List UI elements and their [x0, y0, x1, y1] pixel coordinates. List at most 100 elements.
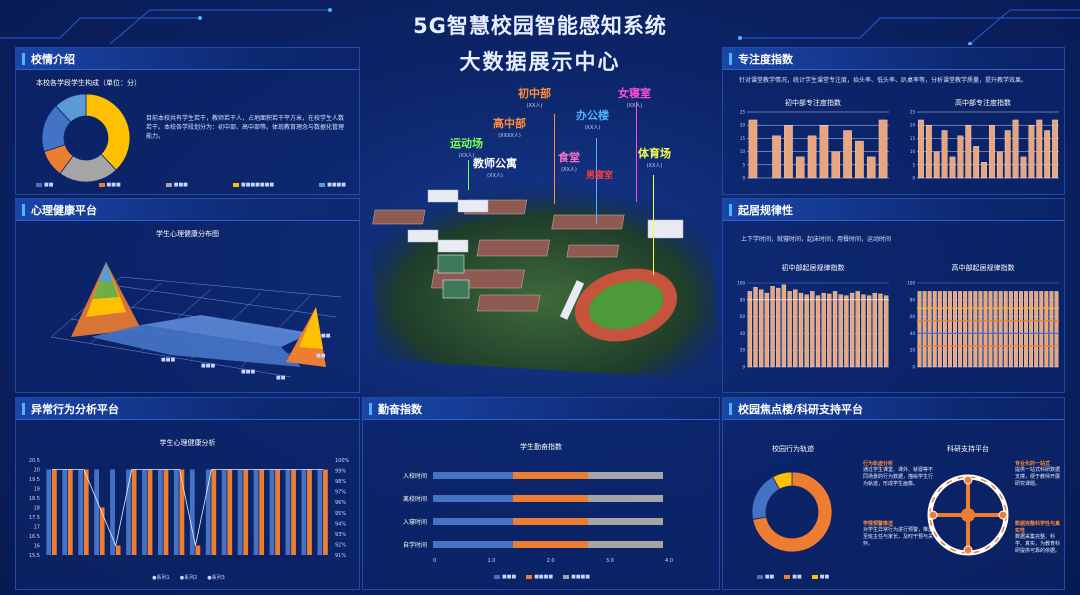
label-boys-dorm[interactable]: 男寝室 — [586, 171, 614, 181]
series-line — [51, 469, 324, 547]
bar — [291, 469, 296, 555]
label-sports-field[interactable]: 运动场 (XX人) — [450, 137, 483, 160]
bar — [872, 292, 877, 368]
bar — [1020, 156, 1027, 179]
panel-abnormal-header: 异常行为分析平台 — [16, 398, 359, 420]
tick-label: 94% — [335, 521, 346, 527]
panel-focus: 专注度指数 针对课堂教学情况，统计学生课堂专注度，抬头率、低头率、趴桌率等，分析… — [722, 47, 1065, 195]
tick-label: 92% — [335, 542, 346, 548]
bar — [189, 469, 195, 555]
bar — [1034, 291, 1039, 368]
bar — [918, 119, 924, 179]
panel-diligence: 勤奋指数 学生勤奋指数 入校时间 离校时间 入寝时间 自学时间 0 1.0 2.0 3… — [362, 397, 720, 590]
tick-label: 19.5 — [29, 477, 40, 483]
campus-aerial-map[interactable]: 初中部 (XX人) 高中部 (XXXX人) 办公楼 (XX人) 女寝室 (XX人) 运动… — [368, 80, 720, 390]
label-senior-high[interactable]: 高中部 (XXXX人) — [493, 117, 526, 140]
bar — [781, 284, 787, 368]
bar — [988, 291, 993, 368]
diligence-row-label: 离校时间 — [402, 495, 427, 503]
label-teacher-apartment[interactable]: 教师公寓 (XX人) — [473, 157, 517, 180]
tick-label: 0 — [742, 365, 745, 370]
bar — [963, 291, 968, 368]
diligence-row: 离校时间 — [363, 493, 703, 503]
diligence-row: 入校时间 — [363, 470, 703, 480]
bar — [317, 469, 323, 555]
research-chart2-title: 科研支持平台 — [947, 445, 989, 453]
bar — [78, 469, 84, 555]
abnormal-legend-1: ●系列1 — [152, 575, 170, 581]
tick-label: 95% — [335, 511, 346, 517]
research-donut-chart — [751, 471, 833, 553]
bar — [770, 286, 775, 368]
bar — [110, 469, 115, 555]
diligence-legend: ■■■ ■■■■ ■■■■ — [363, 574, 721, 580]
svg-text:■■■: ■■■ — [241, 369, 255, 375]
tick-label: 100 — [907, 281, 915, 286]
bar — [1049, 291, 1054, 368]
focus-description: 针对课堂教学情况，统计学生课堂专注度，抬头率、低头率、趴桌率等，分析课堂教学质量… — [739, 77, 1028, 84]
panel-intro-title: 校情介绍 — [31, 52, 75, 66]
panel-intro: 校情介绍 本校各学段学生构成（单位：分） 目前本校共有学生若干，教师若干人，占地… — [15, 47, 360, 195]
bar — [983, 291, 988, 368]
bar — [821, 292, 826, 368]
bar — [941, 130, 948, 179]
panel-sleep-title: 起居规律性 — [738, 203, 793, 217]
research-legend: ■■ ■■ ■■ — [733, 574, 853, 580]
tick-label: 20 — [740, 123, 746, 128]
bar — [211, 469, 217, 555]
donut-slice — [55, 93, 87, 123]
tick-label: 20 — [34, 468, 40, 474]
donut-slice — [751, 476, 781, 520]
tick-label: 17.5 — [29, 515, 40, 521]
tick-label: 80 — [740, 297, 746, 302]
label-junior-high[interactable]: 初中部 (XX人) — [518, 87, 551, 110]
tick-label: 25 — [740, 110, 746, 115]
tick-label: 0 — [912, 365, 915, 370]
bar — [933, 151, 940, 179]
tick-label: 18.5 — [29, 496, 40, 502]
tick-label: 20 — [910, 123, 916, 128]
bar — [998, 291, 1003, 368]
tick-label: 20 — [910, 348, 916, 353]
bar — [989, 125, 995, 179]
bar — [142, 469, 147, 555]
label-canteen[interactable]: 食堂 (XX人) — [558, 151, 580, 174]
bar — [827, 293, 832, 368]
diligence-chart-title: 学生勤奋指数 — [520, 443, 562, 451]
bar — [83, 469, 89, 555]
tick-label: 0 — [912, 176, 915, 181]
bar — [927, 291, 932, 368]
bar — [237, 469, 243, 555]
donut-slice — [752, 471, 833, 553]
tick-label: 20 — [740, 348, 746, 353]
label-girls-dorm[interactable]: 女寝室 (XX人) — [618, 87, 651, 110]
bar — [937, 291, 942, 368]
tick-label: 40 — [910, 331, 916, 336]
panel-research: 校园焦点楼/科研支持平台 校园行为轨迹 科研支持平台 行为轨迹分析 通过学生课堂… — [722, 397, 1065, 590]
label-office-building[interactable]: 办公楼 (XX人) — [576, 109, 609, 132]
tick-label: 60 — [740, 314, 746, 319]
bar — [784, 125, 793, 179]
bar — [922, 291, 927, 368]
pin-line-2 — [596, 138, 597, 224]
intro-description: 目前本校共有学生若干，教师若干人，占地面积若干平方米，在校学生人数若干。本校各学… — [146, 115, 345, 140]
focus-chart1-title: 初中部专注度指数 — [785, 99, 841, 107]
bar — [269, 469, 275, 555]
intro-chart-title: 本校各学段学生构成（单位：分） — [36, 79, 141, 87]
abnormal-bar-chart: 20.5 20 19.5 19 18.5 18 17.5 17 16.5 16 15.5 100% 99… — [29, 458, 350, 559]
bar — [748, 119, 758, 179]
tick-label: 20.5 — [29, 458, 40, 464]
label-gymnasium[interactable]: 体育场 (XX人) — [638, 147, 671, 170]
bar — [195, 545, 201, 555]
tick-label: 100 — [737, 281, 745, 286]
tick-label: 10 — [740, 149, 746, 154]
tick-label: 16.5 — [29, 534, 40, 540]
bar — [1004, 130, 1011, 179]
circuit-decoration-right — [738, 9, 1080, 45]
diligence-row: 入寝时间 — [363, 516, 703, 526]
tick-label: 60 — [910, 314, 916, 319]
bar — [978, 291, 983, 368]
tick-label: 5 — [912, 162, 915, 167]
bar — [957, 135, 964, 179]
bar — [259, 469, 265, 555]
